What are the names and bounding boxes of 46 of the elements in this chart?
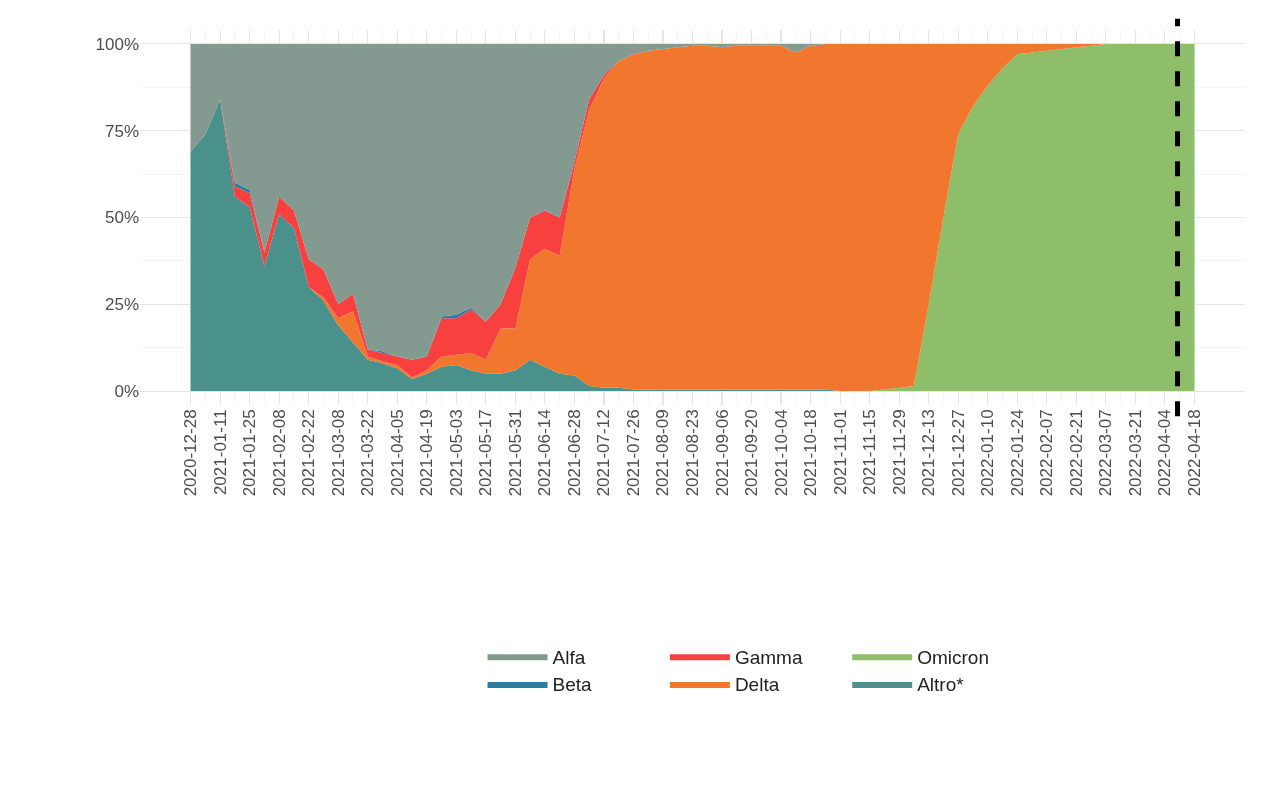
y-tick-label: 25% <box>104 295 139 315</box>
x-tick-label: 2020-12-28 <box>181 409 201 497</box>
x-tick-label: 2022-01-24 <box>1007 409 1027 497</box>
x-tick-label: 2021-08-09 <box>653 409 673 497</box>
y-tick-label: 50% <box>104 208 139 228</box>
x-tick-label: 2021-11-15 <box>860 409 880 496</box>
x-tick-label: 2022-02-07 <box>1037 409 1057 497</box>
x-tick-label: 2022-03-07 <box>1096 409 1116 497</box>
x-tick-label: 2021-09-20 <box>742 409 762 497</box>
x-tick-label: 2021-09-06 <box>712 409 732 497</box>
x-tick-label: 2021-05-03 <box>446 409 466 497</box>
x-tick-label: 2021-03-08 <box>328 409 348 497</box>
x-tick-label: 2021-01-11 <box>210 409 230 496</box>
x-tick-label: 2021-01-25 <box>240 409 260 497</box>
legend-label: Alfa <box>552 646 586 668</box>
x-tick-label: 2021-07-26 <box>623 409 643 497</box>
y-tick-label: 100% <box>95 34 139 54</box>
x-tick-label: 2021-12-27 <box>948 409 968 497</box>
x-tick-label: 2021-04-19 <box>417 409 437 497</box>
x-tick-label: 2021-04-05 <box>387 409 407 497</box>
x-tick-label: 2021-08-23 <box>683 409 703 497</box>
x-tick-label: 2021-10-18 <box>801 409 821 497</box>
legend-label: Delta <box>734 674 780 696</box>
x-tick-label: 2021-07-12 <box>594 409 614 497</box>
legend-label: Omicron <box>917 646 989 668</box>
legend-label: Beta <box>552 674 593 696</box>
x-tick-label: 2022-03-21 <box>1125 409 1145 497</box>
x-tick-label: 2022-04-04 <box>1155 409 1175 497</box>
legend-label: Altro* <box>917 674 965 696</box>
x-tick-label: 2021-11-01 <box>830 409 850 496</box>
x-tick-label: 2021-02-08 <box>269 409 289 497</box>
y-tick-label: 75% <box>104 121 139 141</box>
x-tick-label: 2022-01-10 <box>978 409 998 497</box>
x-tick-label: 2021-11-29 <box>889 409 909 496</box>
y-tick-label: 0% <box>114 382 139 402</box>
x-tick-label: 2021-12-13 <box>919 409 939 497</box>
x-tick-label: 2021-10-04 <box>771 409 791 497</box>
x-tick-label: 2021-02-22 <box>299 409 319 497</box>
x-tick-label: 2021-05-17 <box>476 409 496 497</box>
x-tick-label: 2021-03-22 <box>358 409 378 497</box>
x-tick-label: 2022-04-18 <box>1184 409 1204 497</box>
x-tick-label: 2022-02-21 <box>1066 409 1086 497</box>
x-tick-label: 2021-06-28 <box>564 409 584 497</box>
legend-label: Gamma <box>734 646 803 668</box>
x-tick-label: 2021-06-14 <box>535 409 555 497</box>
x-tick-label: 2021-05-31 <box>505 409 525 497</box>
